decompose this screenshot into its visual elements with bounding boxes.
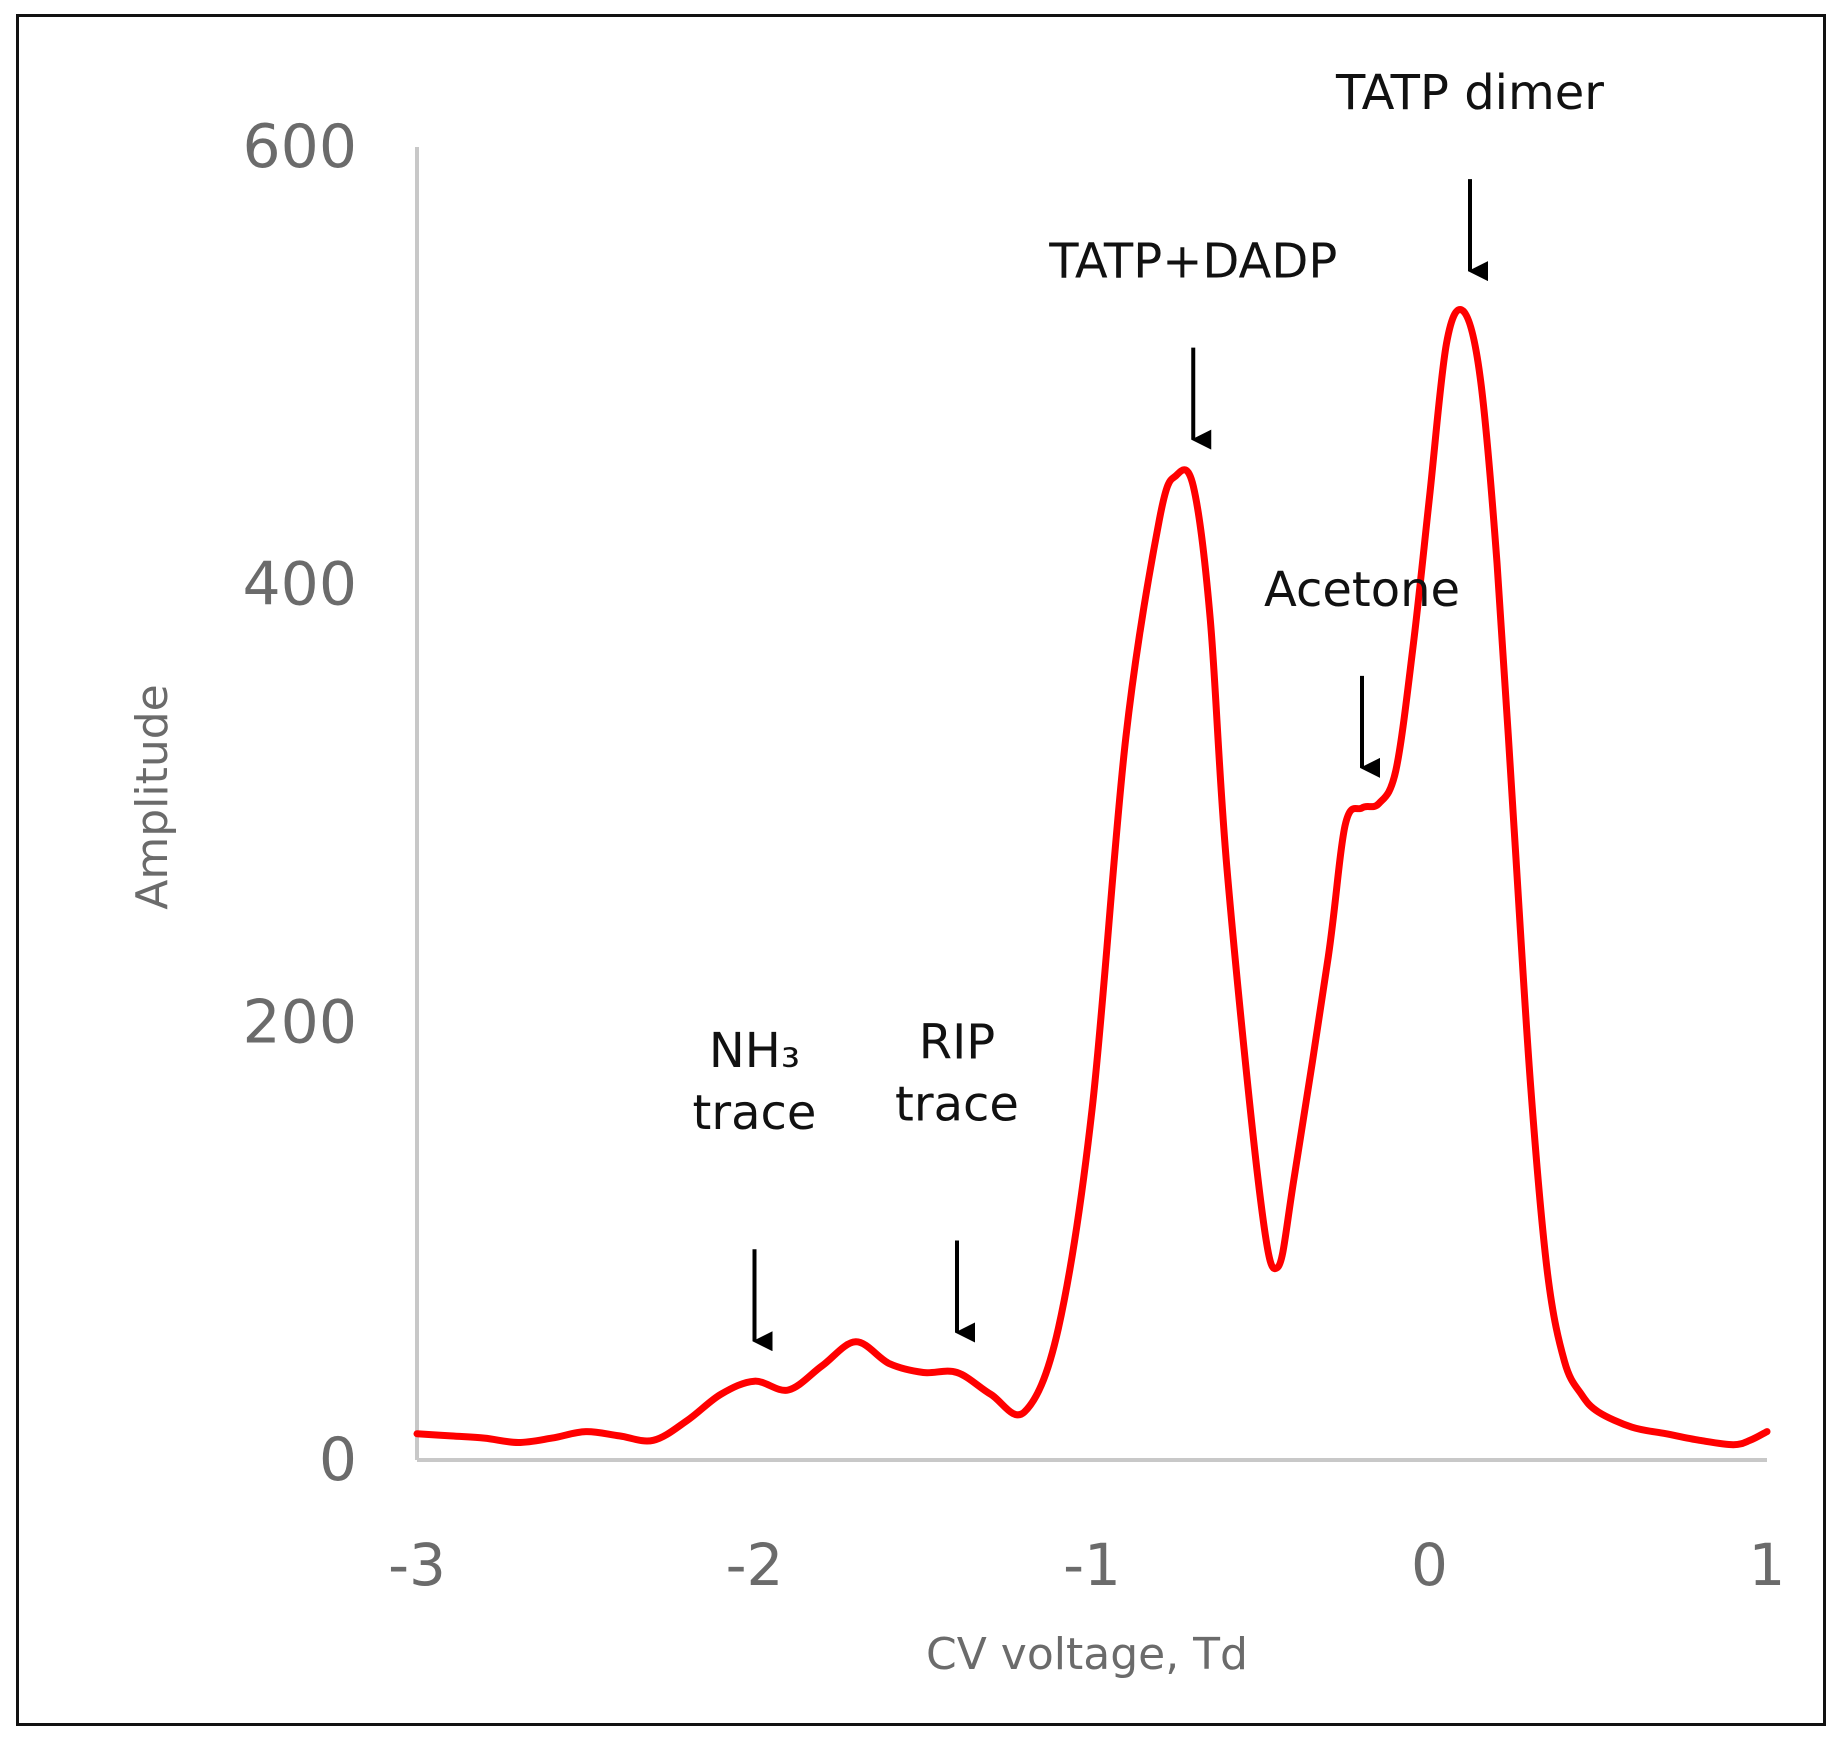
axes [415, 147, 1767, 1462]
x-tick-label: -1 [1063, 1531, 1121, 1599]
y-tick-label: 0 [319, 1425, 357, 1495]
annotation-label-line2: trace [895, 1076, 1019, 1132]
annotation-tatp-dadp: TATP+DADP [1048, 234, 1337, 450]
x-tick-label: 0 [1411, 1531, 1448, 1599]
figure-frame: 0 200 400 600 -3 -2 -1 0 1 CV voltage, T… [16, 14, 1826, 1726]
peak-annotations: NH₃ trace RIP trace TATP+DADP Acetone TA… [693, 65, 1604, 1352]
annotation-label-line2: trace [693, 1085, 817, 1141]
y-tick-label: 200 [242, 987, 357, 1057]
annotation-label: NH₃ [709, 1023, 800, 1079]
y-axis-title: Amplitude [127, 684, 178, 909]
x-tick-label: -3 [388, 1531, 446, 1599]
annotation-label: TATP+DADP [1048, 234, 1337, 290]
annotation-nh3-trace: NH₃ trace [693, 1023, 817, 1352]
annotation-tatp-dimer: TATP dimer [1335, 65, 1604, 282]
annotation-label: RIP [919, 1014, 995, 1070]
annotation-acetone: Acetone [1264, 562, 1460, 778]
x-tick-label: -2 [726, 1531, 784, 1599]
annotation-label: Acetone [1264, 562, 1460, 618]
y-tick-label: 400 [242, 550, 357, 620]
y-tick-label: 600 [242, 112, 357, 182]
x-axis-title: CV voltage, Td [926, 1629, 1248, 1680]
annotation-rip-trace: RIP trace [895, 1014, 1019, 1343]
annotation-label: TATP dimer [1335, 65, 1604, 121]
x-tick-labels: -3 -2 -1 0 1 [388, 1531, 1785, 1599]
series-line-amplitude [413, 306, 1771, 1449]
y-tick-labels: 0 200 400 600 [242, 112, 357, 1495]
amplitude-chart: 0 200 400 600 -3 -2 -1 0 1 CV voltage, T… [127, 65, 1785, 1680]
x-tick-label: 1 [1749, 1531, 1786, 1599]
